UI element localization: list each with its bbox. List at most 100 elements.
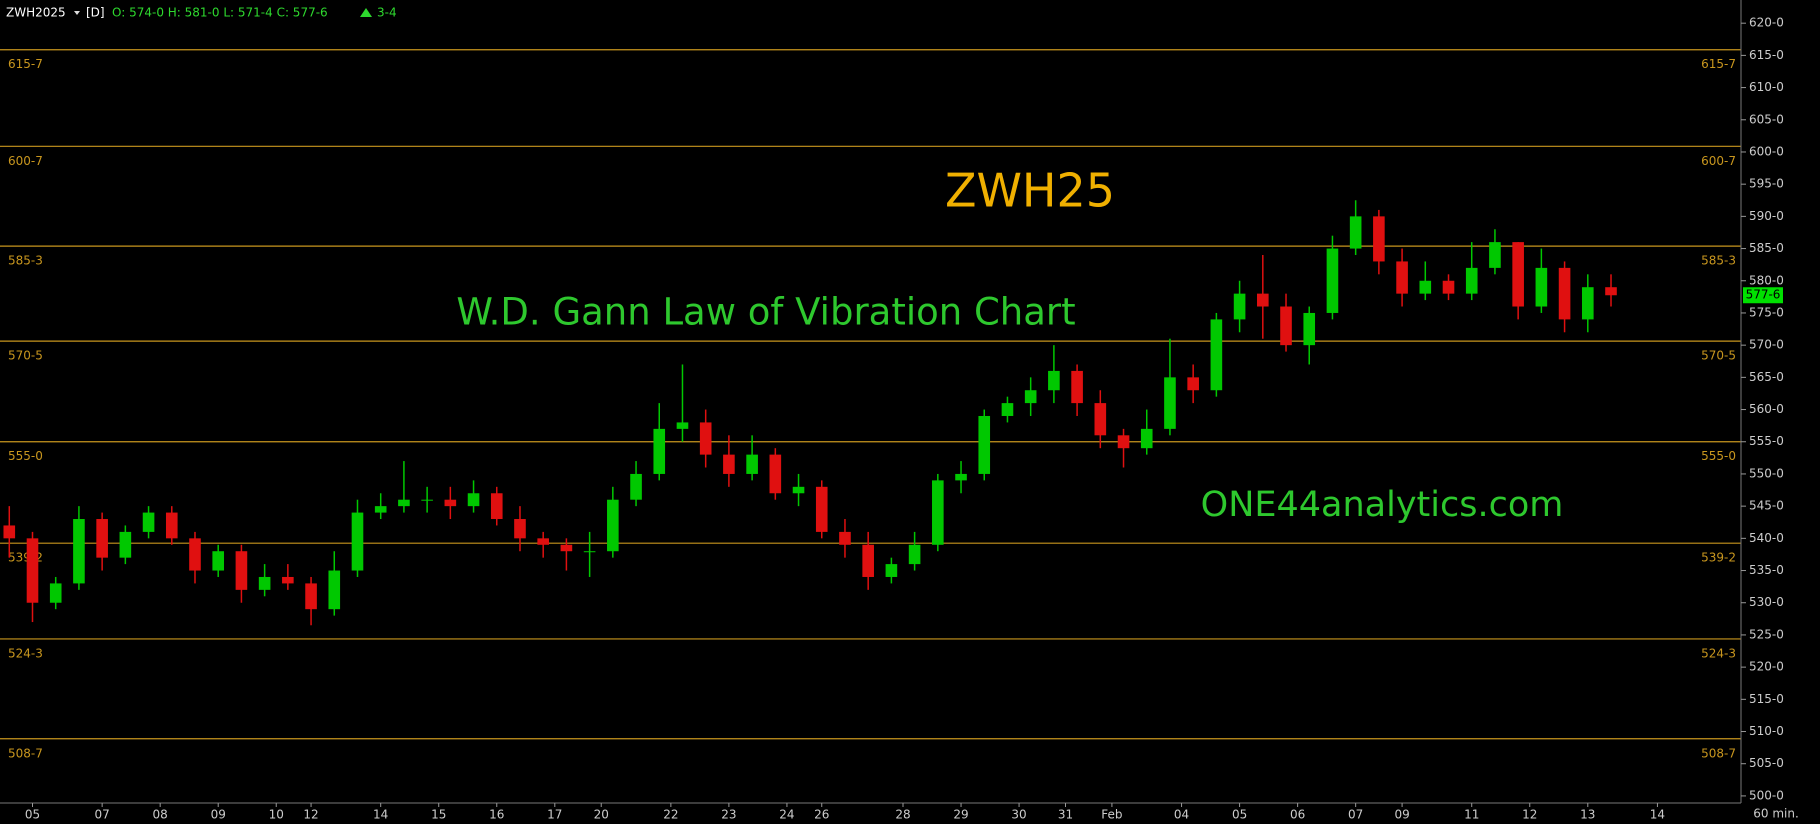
- level-label: 570-5: [1701, 349, 1736, 363]
- y-tick-label: 565-0: [1749, 370, 1784, 384]
- candle-body: [630, 473, 642, 500]
- candle-body: [537, 538, 549, 545]
- level-label: 524-3: [1701, 646, 1736, 660]
- candle-body: [1535, 267, 1548, 307]
- y-tick-label: 500-0: [1749, 788, 1784, 802]
- x-tick-label: 20: [594, 808, 609, 822]
- candle-body: [421, 499, 433, 501]
- x-tick-label: 12: [303, 808, 318, 822]
- y-tick-label: 520-0: [1749, 660, 1784, 674]
- candle-body: [351, 512, 364, 571]
- candle-body: [1210, 319, 1223, 391]
- level-label: 600-7: [8, 154, 43, 168]
- candle-body: [3, 525, 16, 539]
- x-tick-label: 24: [779, 808, 794, 822]
- x-tick-label: 08: [153, 808, 168, 822]
- candle-body: [1489, 242, 1501, 268]
- candle-body: [165, 512, 178, 539]
- y-tick-label: 550-0: [1749, 466, 1784, 480]
- level-label: 555-0: [1701, 449, 1736, 463]
- candle-body: [1187, 377, 1199, 391]
- level-label: 508-7: [1701, 746, 1736, 760]
- y-tick-label: 545-0: [1749, 499, 1784, 513]
- candle-body: [1396, 261, 1408, 294]
- y-tick-label: 595-0: [1749, 177, 1784, 191]
- candle-body: [212, 551, 225, 571]
- y-tick-label: 590-0: [1749, 209, 1784, 223]
- y-tick-label: 515-0: [1749, 692, 1784, 706]
- candle-body: [746, 454, 758, 474]
- y-tick-label: 560-0: [1749, 402, 1784, 416]
- candle-body: [1605, 287, 1617, 296]
- level-label: 585-3: [8, 254, 43, 268]
- candle-body: [142, 512, 155, 532]
- candle-body: [1326, 248, 1339, 313]
- candle-body: [444, 499, 457, 507]
- level-label: 539-2: [1701, 551, 1736, 565]
- candle-body: [1048, 370, 1060, 391]
- x-tick-label: 05: [1232, 808, 1247, 822]
- candle-body: [932, 480, 944, 545]
- x-tick-label: 23: [721, 808, 736, 822]
- candle-body: [1303, 312, 1316, 346]
- candle-body: [26, 538, 39, 603]
- candle-body: [862, 544, 874, 577]
- candle-body: [1419, 280, 1432, 294]
- x-tick-label: 26: [814, 808, 829, 822]
- candle-body: [1442, 280, 1455, 294]
- y-tick-label: 535-0: [1749, 563, 1784, 577]
- candle-body: [119, 531, 132, 558]
- last-price-tag: [1743, 287, 1783, 304]
- change: 3-4: [377, 6, 397, 20]
- candle-body: [560, 544, 573, 552]
- interval: [D]: [86, 6, 105, 20]
- candle-body: [1373, 216, 1385, 262]
- y-tick-label: 580-0: [1749, 273, 1784, 287]
- candle-body: [1465, 267, 1478, 294]
- y-tick-label: 510-0: [1749, 724, 1784, 738]
- x-tick-label: 30: [1011, 808, 1026, 822]
- level-label: 600-7: [1701, 154, 1736, 168]
- candle-body: [1349, 216, 1362, 249]
- x-tick-label: 15: [431, 808, 446, 822]
- y-tick-label: 530-0: [1749, 595, 1784, 609]
- level-label: 615-7: [8, 57, 43, 71]
- y-tick-label: 600-0: [1749, 144, 1784, 158]
- y-tick-label: 570-0: [1749, 338, 1784, 352]
- candle-body: [978, 415, 991, 474]
- candle-body: [1280, 306, 1292, 346]
- candle-body: [1233, 293, 1246, 320]
- candle-body: [885, 564, 898, 577]
- x-tick-label: 31: [1058, 808, 1073, 822]
- candle-body: [514, 519, 526, 539]
- candle-body: [839, 531, 851, 545]
- candle-body: [467, 493, 480, 507]
- x-tick-label: 14: [1650, 808, 1665, 822]
- dropdown-icon[interactable]: [74, 11, 80, 15]
- candle-body: [723, 454, 735, 474]
- x-tick-label: 22: [663, 808, 678, 822]
- candle-body: [1024, 390, 1037, 404]
- x-tick-label: 12: [1522, 808, 1537, 822]
- x-tick-label: 04: [1174, 808, 1189, 822]
- candle-body: [374, 506, 387, 513]
- last-price-label: 577-6: [1746, 288, 1781, 302]
- chart-title: ZWH25: [945, 164, 1115, 218]
- candle-body: [398, 499, 410, 507]
- candle-body: [49, 583, 62, 603]
- y-tick-label: 555-0: [1749, 434, 1784, 448]
- candle-body: [1140, 428, 1153, 449]
- candle-body: [235, 551, 248, 590]
- y-tick-label: 615-0: [1749, 48, 1784, 62]
- x-tick-label: 28: [895, 808, 910, 822]
- x-tick-label: Feb: [1101, 808, 1122, 822]
- symbol: ZWH2025: [6, 6, 66, 20]
- ohlc: O: 574-0 H: 581-0 L: 571-4 C: 577-6: [112, 6, 328, 20]
- candle-body: [1001, 403, 1014, 416]
- x-tick-label: 17: [547, 808, 562, 822]
- candle-body: [792, 486, 805, 494]
- y-tick-label: 525-0: [1749, 627, 1784, 641]
- candle-body: [1117, 435, 1130, 449]
